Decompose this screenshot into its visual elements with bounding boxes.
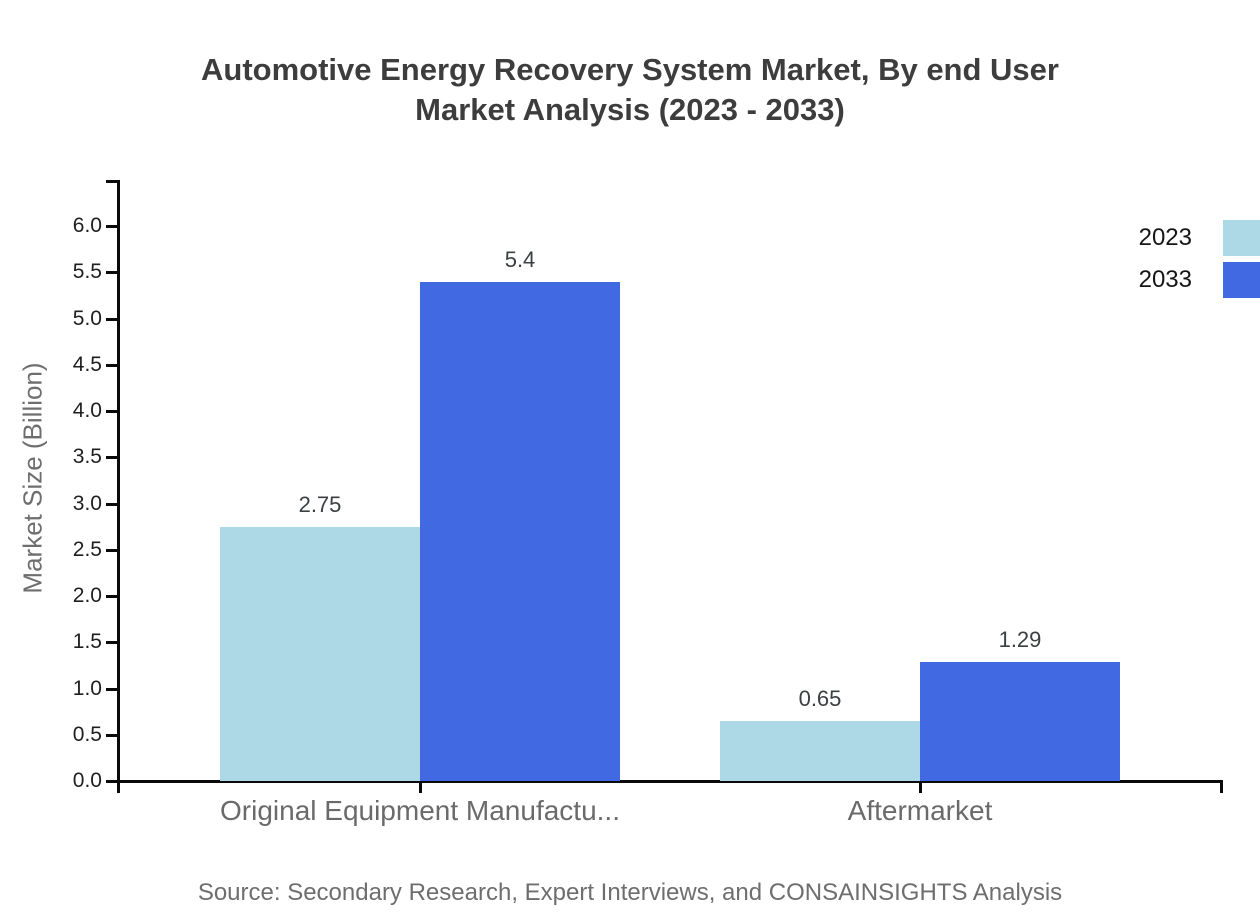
y-axis-tick [106,363,117,367]
y-axis-tick-label: 5.0 [72,306,102,330]
chart-title-line1: Automotive Energy Recovery System Market… [201,52,1059,87]
y-axis-tick [106,687,117,691]
y-axis-tick [106,271,117,275]
bar-2033-1 [920,661,1120,781]
y-axis-tick [106,225,117,228]
y-axis-tick [106,502,117,506]
bar-value-label: 0.65 [798,685,842,711]
x-axis-category-label: Aftermarket [847,795,993,826]
bar-value-label: 1.29 [998,626,1042,652]
bar-2033-0 [420,281,620,781]
y-axis-tick [106,780,117,783]
x-axis-line [117,780,1223,783]
y-axis-tick [106,595,117,598]
y-axis-tick-label: 0.5 [72,722,102,746]
y-axis-top-cap [106,180,117,183]
x-axis-end-cap [1220,780,1223,793]
y-axis-tick [106,548,117,552]
y-axis-line [117,180,120,793]
bar-value-label: 2.75 [298,491,342,517]
y-axis-tick [106,456,117,460]
bar-value-label: 5.4 [504,246,536,272]
chart-title-line2: Market Analysis (2023 - 2033) [415,92,845,127]
y-axis-tick-label: 2.5 [72,537,102,561]
y-axis-tick [106,733,117,737]
y-axis-tick [106,410,117,413]
y-axis-tick-label: 3.0 [72,491,102,515]
source-note: Source: Secondary Research, Expert Inter… [197,879,1063,906]
x-axis-category-label: Original Equipment Manufactu... [220,795,620,826]
bar-2023-1 [720,720,920,781]
y-axis-tick-label: 1.0 [72,676,102,700]
y-axis-tick-label: 4.5 [72,352,102,376]
chart-title: Automotive Energy Recovery System Market… [0,50,1260,130]
bar-2023-0 [220,526,420,781]
x-axis-tick [419,780,422,793]
y-axis-tick [106,317,117,321]
y-axis-tick-label: 5.5 [72,260,102,284]
y-axis-tick-label: 4.0 [72,399,102,422]
y-axis-tick-label: 6.0 [72,214,102,237]
y-axis-tick-label: 3.5 [72,445,102,469]
x-axis-tick [919,780,922,793]
y-axis-tick-label: 2.0 [72,584,102,607]
y-axis-tick [106,641,117,645]
y-axis-tick-label: 0.0 [72,769,102,792]
y-axis-tick-label: 1.5 [72,630,102,654]
